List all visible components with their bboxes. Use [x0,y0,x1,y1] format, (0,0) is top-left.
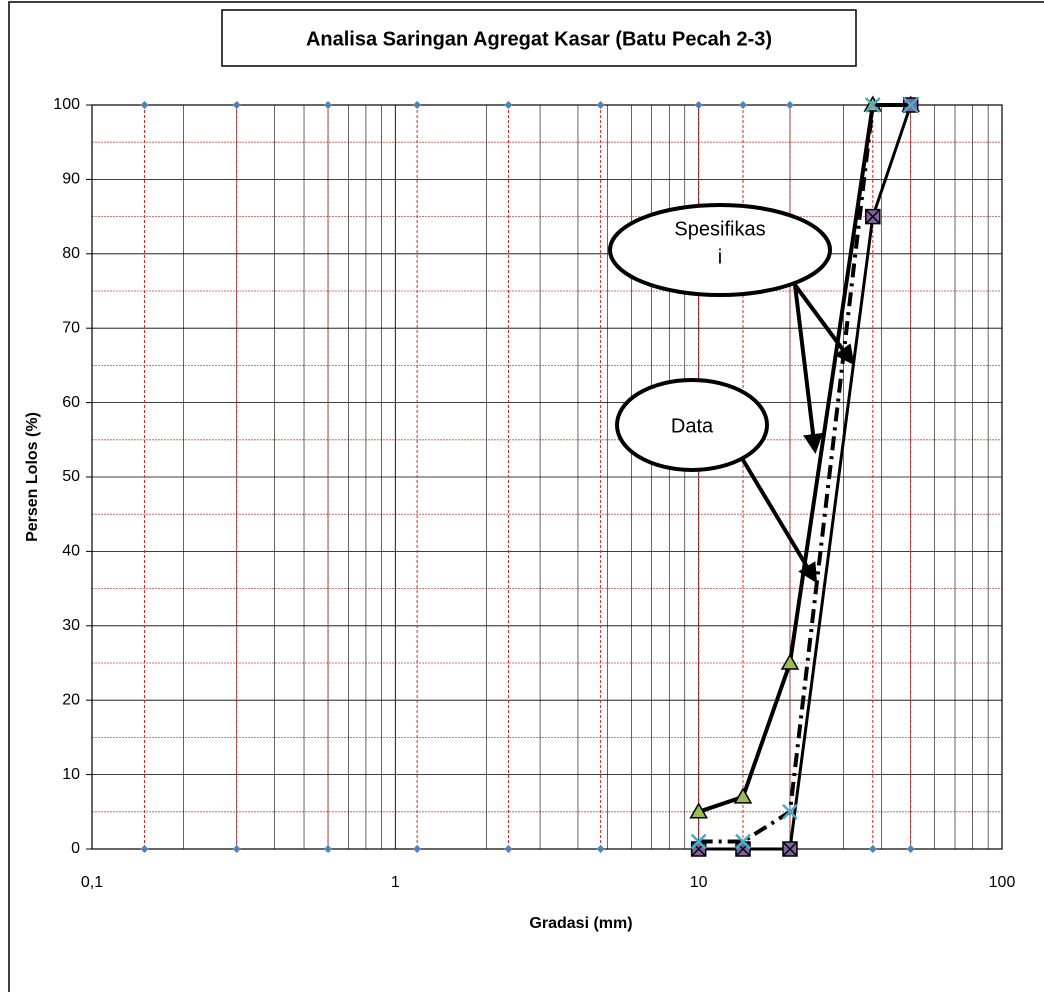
x-tick-label: 1 [391,874,400,891]
y-tick-label: 30 [62,617,80,634]
x-tick-label: 100 [989,874,1016,891]
y-tick-label: 60 [62,394,80,411]
y-tick-label: 70 [62,319,80,336]
annotation: i [718,246,722,268]
marker [736,842,750,856]
annotation: Data [671,415,714,437]
marker [866,210,880,224]
y-axis-title: Persen Lolos (%) [24,412,41,542]
x-tick-label: 10 [690,874,708,891]
chart: 0 10 20 30 40 50 60 70 80 90 100 0,1 1 10 100 Analisa … [0,0,1044,992]
x-axis-title: Gradasi (mm) [529,915,632,932]
y-tick-label: 100 [53,96,80,113]
y-tick-label: 20 [62,691,80,708]
y-tick-label: 0 [71,840,80,857]
background [0,0,1044,992]
chart-title: Analisa Saringan Agregat Kasar (Batu Pec… [306,28,772,50]
y-tick-label: 90 [62,171,80,188]
x-tick-label: 0,1 [81,874,103,891]
y-tick-label: 80 [62,245,80,262]
y-tick-label: 50 [62,468,80,485]
annotation: Spesifikas [674,218,765,240]
y-tick-label: 40 [62,543,80,560]
marker [692,842,706,856]
marker [783,842,797,856]
y-tick-label: 10 [62,766,80,783]
